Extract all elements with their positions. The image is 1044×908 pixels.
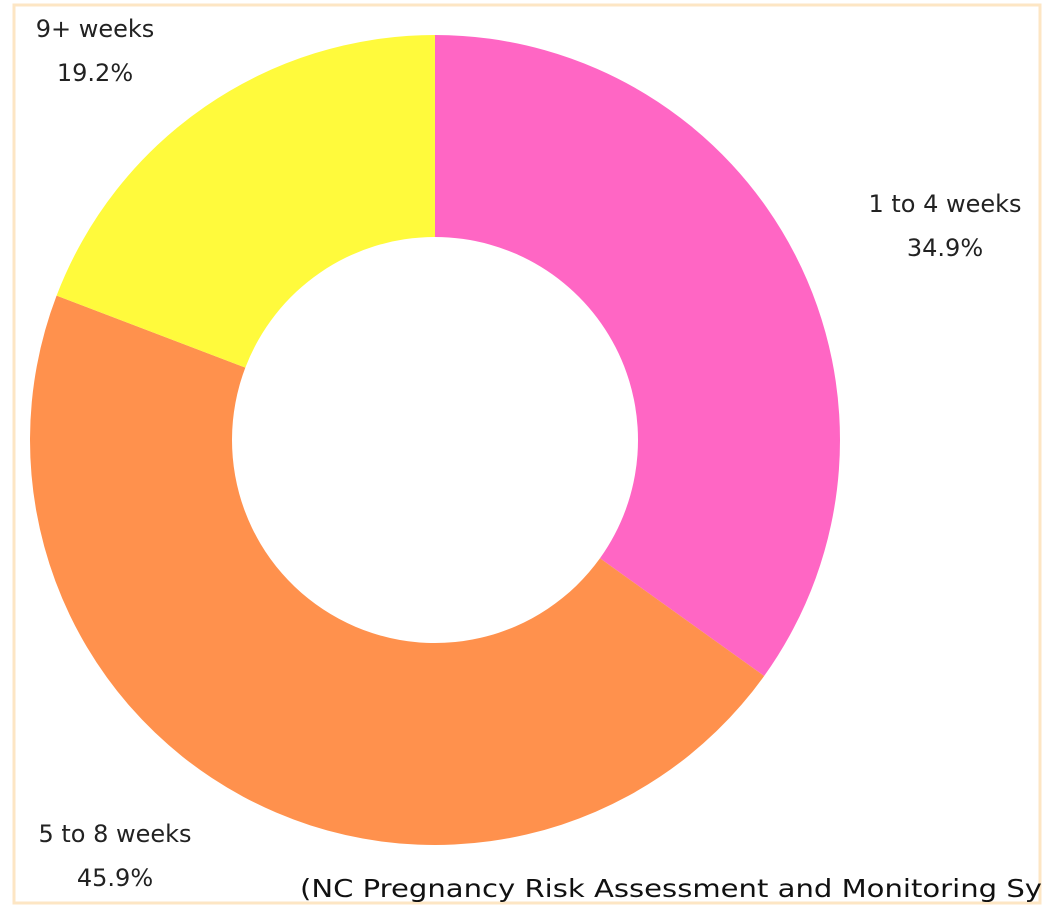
donut-segment	[435, 35, 841, 676]
segment-value-label: 45.9%	[77, 864, 153, 892]
frame	[12, 3, 1042, 905]
caption: (NC Pregnancy Risk Assessment and Monito…	[300, 874, 1042, 903]
donut-segment	[30, 295, 765, 845]
segment-value-label: 34.9%	[907, 234, 983, 262]
segment-label: 1 to 4 weeks	[868, 190, 1021, 218]
segment-value-label: 19.2%	[57, 59, 133, 87]
segment-label: 9+ weeks	[36, 15, 155, 43]
donut-segment	[56, 35, 436, 368]
segment-label: 5 to 8 weeks	[38, 820, 191, 848]
